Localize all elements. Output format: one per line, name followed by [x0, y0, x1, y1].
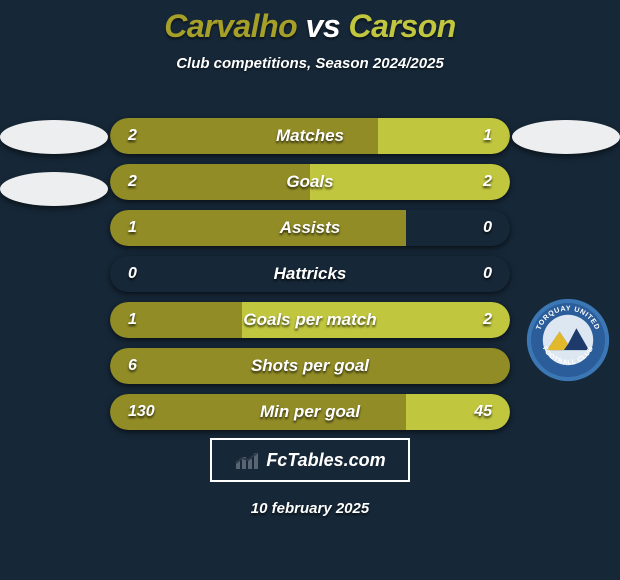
stat-bar-left: [110, 118, 378, 154]
stat-bar-track: [110, 348, 510, 384]
stat-bar-left: [110, 348, 510, 384]
fctables-text: FcTables.com: [266, 450, 385, 471]
date-text: 10 february 2025: [0, 500, 620, 517]
placeholder-badge: [0, 172, 108, 206]
page-title: Carvalho vs Carson: [0, 0, 620, 45]
stat-row: Min per goal13045: [0, 394, 620, 430]
placeholder-badge: [512, 120, 620, 154]
subtitle: Club competitions, Season 2024/2025: [0, 55, 620, 72]
stat-bar-left: [110, 210, 406, 246]
vs-text: vs: [306, 8, 341, 44]
stat-bar-right: [378, 118, 510, 154]
player1-badge-area: [0, 120, 108, 206]
player2-name: Carson: [349, 8, 456, 44]
stat-bar-track: [110, 302, 510, 338]
fctables-watermark: FcTables.com: [210, 438, 410, 482]
stat-bar-track: [110, 210, 510, 246]
stat-row: Hattricks00: [0, 256, 620, 292]
player2-badge-area: TORQUAY UNITED FOOTBALL CLUB: [512, 120, 620, 154]
stat-bar-track: [110, 164, 510, 200]
stat-bar-right: [242, 302, 510, 338]
placeholder-badge: [0, 120, 108, 154]
chart-icon: [234, 449, 260, 471]
stat-bar-left: [110, 394, 406, 430]
stat-bar-right: [406, 394, 510, 430]
stat-bar-left: [110, 302, 242, 338]
stat-bar-track: [110, 118, 510, 154]
stat-bar-track: [110, 256, 510, 292]
player1-name: Carvalho: [164, 8, 297, 44]
stat-bar-left: [110, 164, 310, 200]
stat-bar-right: [310, 164, 510, 200]
stat-bar-track: [110, 394, 510, 430]
stat-row: Assists10: [0, 210, 620, 246]
comparison-infographic: Carvalho vs Carson Club competitions, Se…: [0, 0, 620, 580]
club-badge-torquay: TORQUAY UNITED FOOTBALL CLUB: [526, 298, 610, 382]
